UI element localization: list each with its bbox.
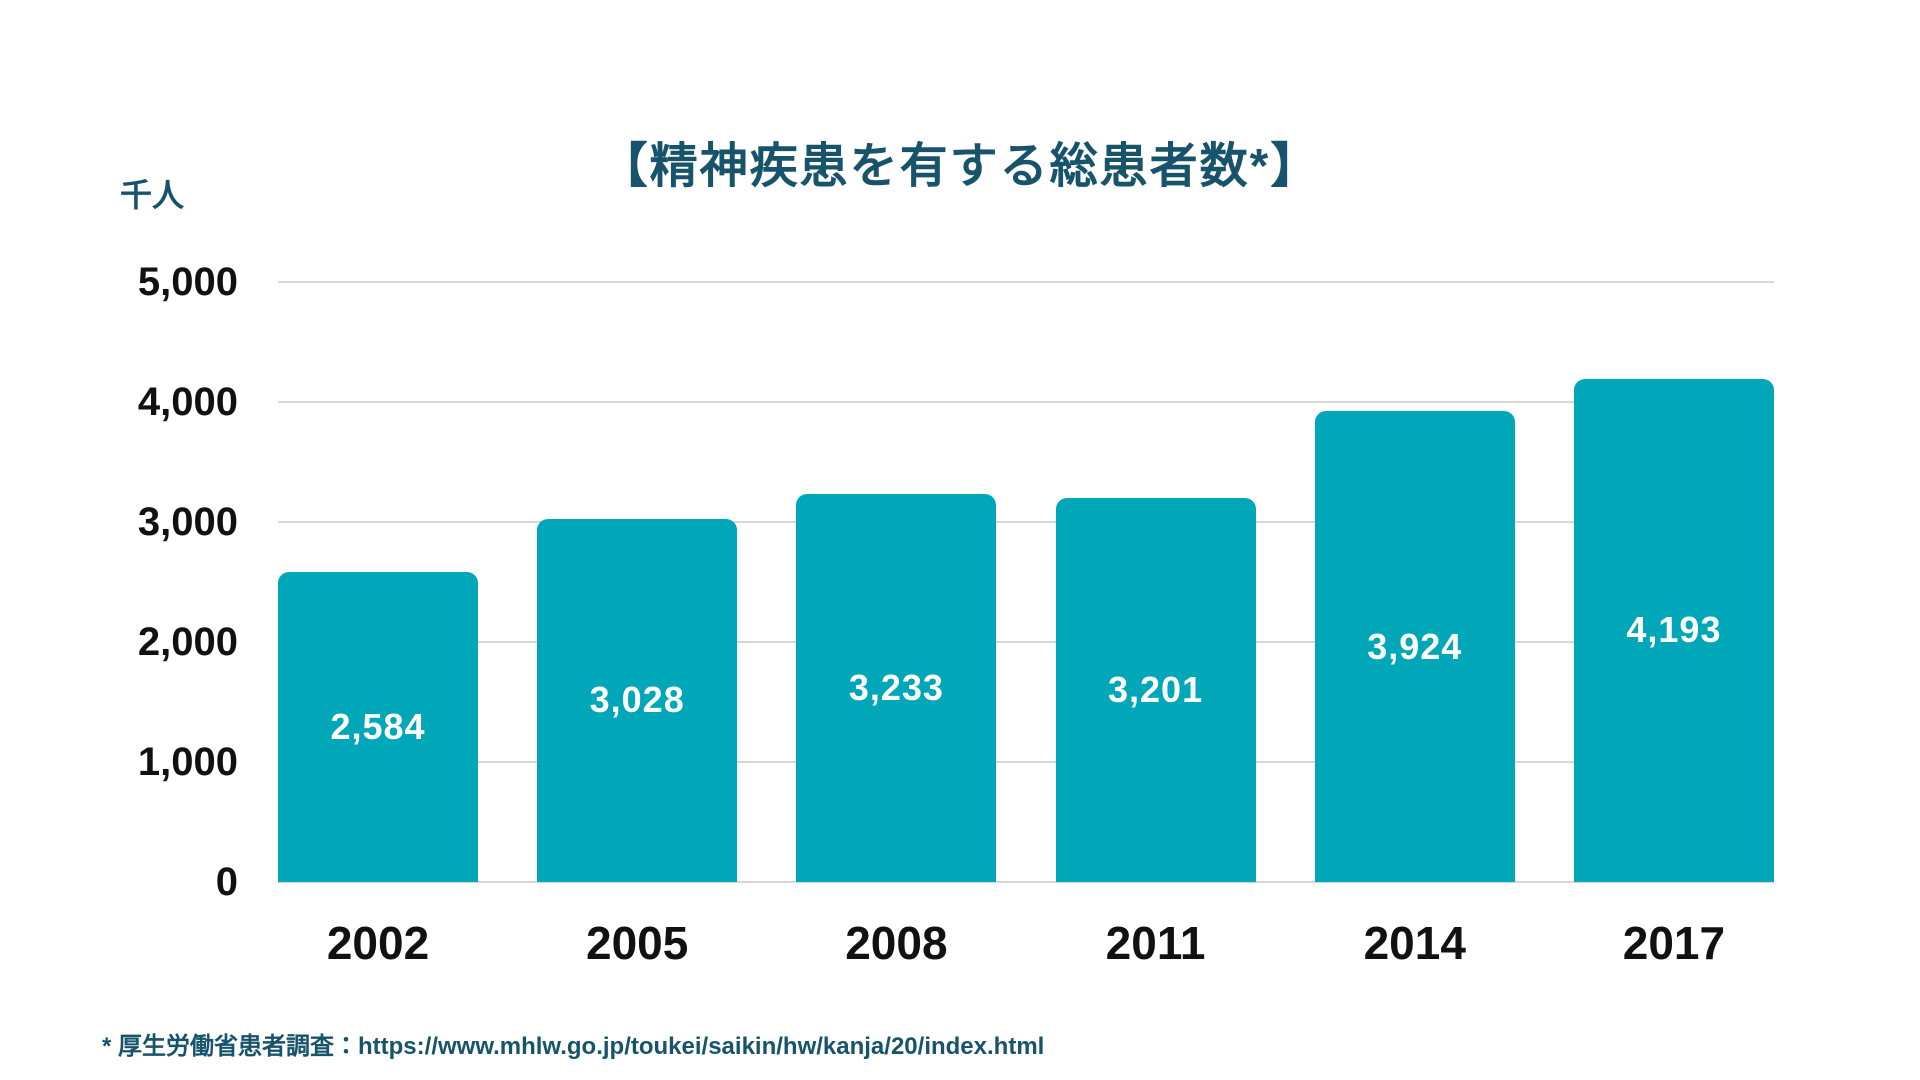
plot-area: 2,584 3,028 3,233 3,201 3,924 4,193 (278, 282, 1774, 882)
y-tick-label: 2,000 (137, 620, 238, 664)
y-tick-label: 3,000 (137, 500, 238, 544)
bar-2002: 2,584 (278, 571, 478, 882)
bar-value-label: 2,584 (330, 705, 426, 747)
bar-value-label: 3,201 (1108, 668, 1204, 710)
x-tick-label-2005: 2005 (586, 917, 689, 969)
gridline (278, 281, 1774, 283)
bar-value-label: 3,028 (589, 679, 685, 721)
y-tick-label: 1,000 (137, 740, 238, 784)
bar-2011: 3,201 (1055, 497, 1256, 882)
x-axis-labels: 2002 2005 2008 2011 2014 2017 (278, 916, 1774, 970)
y-tick-label: 5,000 (137, 260, 238, 304)
bar-value-label: 4,193 (1626, 609, 1722, 651)
x-tick-label-2002: 2002 (326, 917, 430, 969)
bar-2014: 3,924 (1314, 411, 1515, 882)
chart-title: 【精神疾患を有する総患者数*】 (599, 140, 1321, 193)
y-tick-label: 0 (215, 860, 238, 904)
x-tick-label-2017: 2017 (1622, 917, 1726, 969)
gridline (278, 761, 1774, 763)
y-tick-label: 4,000 (137, 380, 238, 424)
bar-value-label: 3,233 (848, 667, 944, 709)
bar-2008: 3,233 (796, 494, 997, 882)
bar-value-label: 3,924 (1367, 625, 1463, 667)
x-tick-label-2008: 2008 (845, 917, 948, 969)
bar-2005: 3,028 (537, 518, 738, 882)
gridline (278, 641, 1774, 643)
y-axis-unit-label: 千人 (120, 177, 185, 213)
source-note: * 厚生労働省患者調査：https://www.mhlw.go.jp/touke… (102, 1033, 1045, 1060)
x-tick-label-2011: 2011 (1105, 917, 1206, 969)
gridline (278, 401, 1774, 403)
gridline (278, 521, 1774, 523)
x-tick-label-2014: 2014 (1363, 917, 1466, 969)
gridline (278, 881, 1774, 883)
bar-2017: 4,193 (1573, 378, 1774, 882)
